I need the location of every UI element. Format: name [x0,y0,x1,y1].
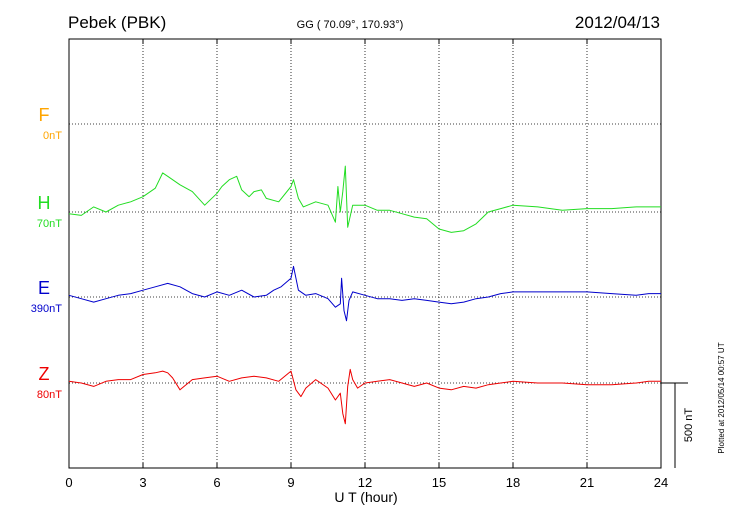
x-tick-label: 21 [580,475,594,490]
series-offset-Z: 80nT [37,389,62,401]
series-line-Z [68,368,661,425]
series-lines [68,165,661,425]
series-offset-E: 390nT [31,303,62,315]
series-line-E [68,265,661,322]
x-axis-ticks: 0 3 6 9 12 15 18 21 24 [65,39,668,490]
series-offset-F: 0nT [43,130,62,142]
x-tick-label: 3 [139,475,146,490]
x-tick-label: 0 [65,475,72,490]
x-tick-label: 12 [358,475,372,490]
x-tick-label: 9 [287,475,294,490]
plotted-timestamp: Plotted at 2012/05/14 00:57 UT [717,342,726,453]
series-name-Z: Z [39,364,50,384]
series-labels: F 0nT H 70nT E 390nT Z 80nT [31,105,62,401]
x-tick-label: 18 [506,475,520,490]
series-name-F: F [39,105,50,125]
coordinates-title: GG ( 70.09°, 170.93°) [297,19,404,31]
scale-bar: 500 nT [661,382,695,468]
scale-bar-label: 500 nT [683,408,695,443]
date-title: 2012/04/13 [575,13,660,32]
series-name-E: E [38,278,50,298]
plot-frame [68,38,662,469]
station-title: Pebek (PBK) [68,13,166,32]
x-tick-label: 15 [432,475,446,490]
series-line-H [68,165,661,233]
series-name-H: H [38,193,51,213]
series-offset-H: 70nT [37,218,62,230]
x-axis-label: U T (hour) [334,489,397,505]
x-tick-label: 24 [654,475,668,490]
x-tick-label: 6 [213,475,220,490]
grid-lines [69,39,661,468]
